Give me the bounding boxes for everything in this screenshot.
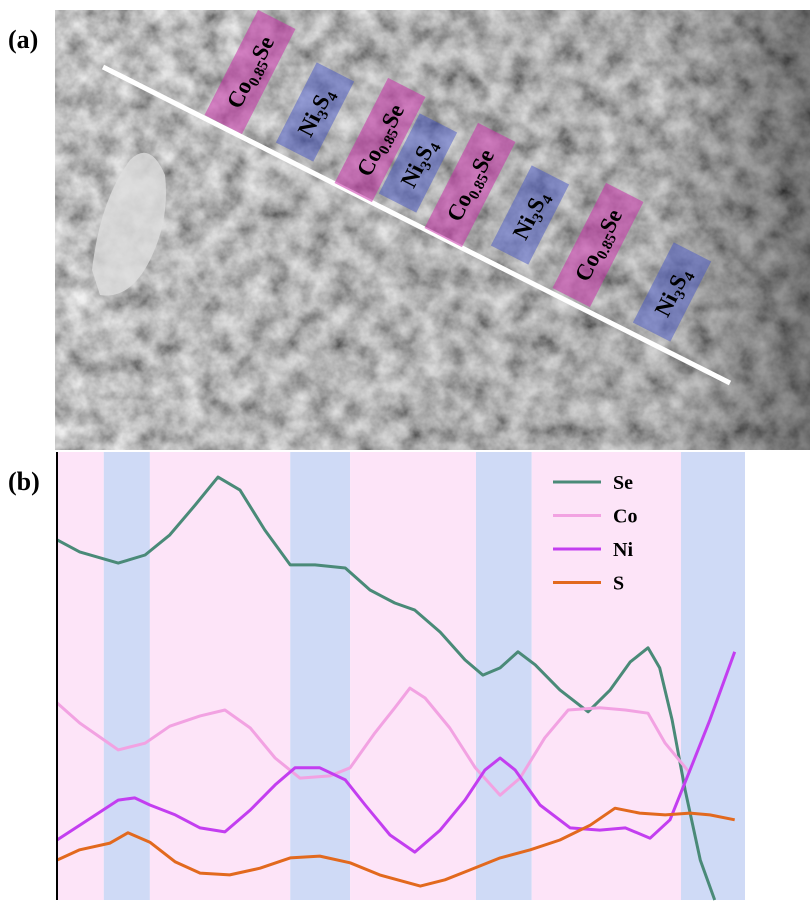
panel-label: (a)	[8, 25, 38, 54]
region-band	[290, 452, 350, 900]
legend-label: Ni	[613, 539, 633, 561]
region-band	[532, 452, 681, 900]
figure: Co0.85SeNi3S4Co0.85SeNi3S4Co0.85SeNi3S4C…	[0, 0, 810, 903]
region-band	[57, 452, 104, 900]
panel-label: (b)	[8, 467, 40, 496]
legend-label: Co	[613, 506, 637, 528]
sem-image: Co0.85SeNi3S4Co0.85SeNi3S4Co0.85SeNi3S4C…	[55, 10, 810, 450]
region-band	[150, 452, 290, 900]
region-band	[350, 452, 476, 900]
legend-label: Se	[613, 472, 633, 494]
legend-label: S	[613, 573, 624, 595]
region-band	[681, 452, 745, 900]
line-chart: Se Co Ni S	[57, 452, 745, 900]
